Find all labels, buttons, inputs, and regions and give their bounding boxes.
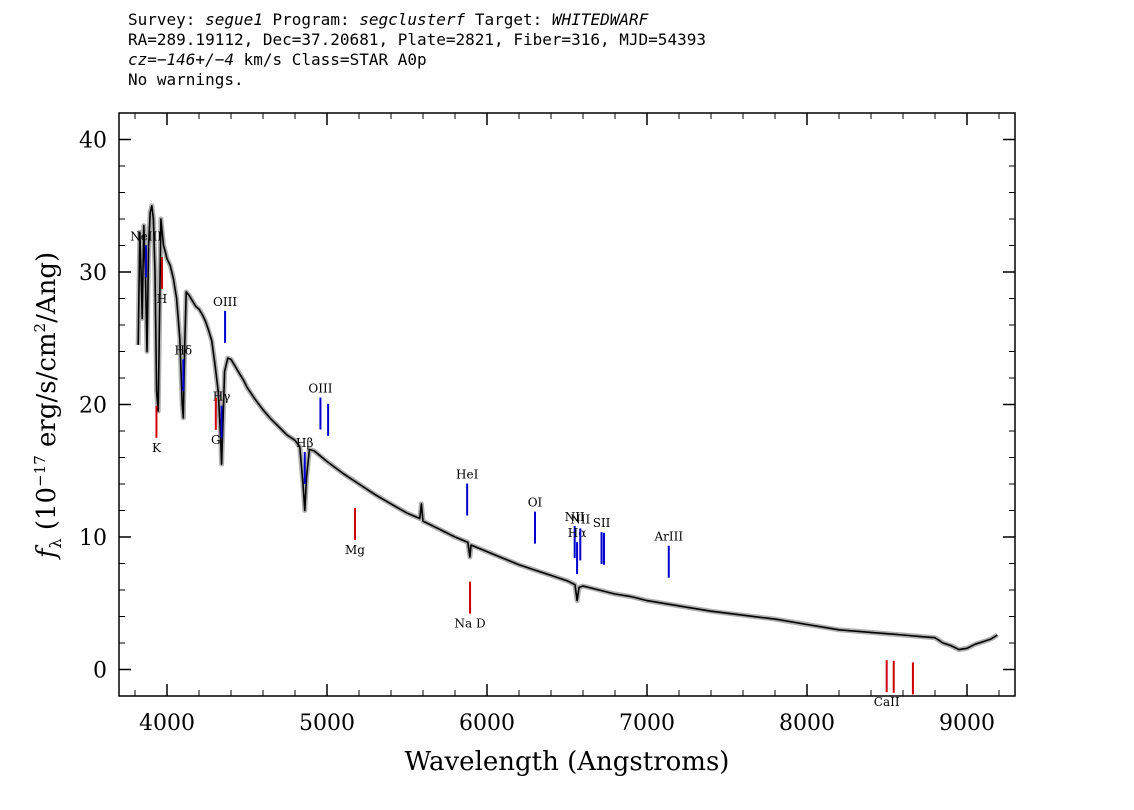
absorption-line-label: G [211, 433, 221, 447]
emission-line-label: ArIII [653, 530, 683, 544]
emission-line-label: OIII [213, 295, 237, 309]
axes: 4000 5000 6000 7000 8000 9000 0 10 20 30 40 [79, 112, 1015, 736]
target-value: WHITEDWARF [551, 10, 649, 29]
emission-line-label: NII [570, 512, 590, 526]
emission-line-label: SII [593, 516, 611, 530]
emission-line-label: Hβ [296, 436, 313, 450]
x-tick-label: 8000 [779, 711, 835, 736]
x-tick-label: 9000 [939, 711, 995, 736]
program-label: Program: [272, 10, 350, 29]
y-tick-label: 40 [79, 129, 107, 154]
emission-line-label: Hα [568, 526, 587, 540]
y-axis-title: fλ (10−17 erg/s/cm2/Ang) [31, 252, 65, 560]
error-band [135, 203, 999, 653]
cz-value: cz=−146+/−4 [128, 50, 234, 69]
plot-frame [118, 112, 1016, 697]
y-tick-label: 0 [93, 659, 107, 684]
x-tick-label: 4000 [139, 711, 195, 736]
x-tick-label: 6000 [459, 711, 515, 736]
svg-text:fλ (10−17 erg/s/cm2/Ang): fλ (10−17 erg/s/cm2/Ang) [31, 252, 65, 560]
absorption-line-label: Mg [345, 543, 365, 557]
emission-line-label: OI [528, 496, 543, 510]
absorption-line-label: K [152, 441, 162, 455]
survey-value: segue1 [205, 10, 263, 29]
header-line-warnings: No warnings. [128, 70, 244, 89]
y-tick-label: 20 [79, 394, 107, 419]
target-label: Target: [474, 10, 543, 29]
header-line-survey: Survey: segue1 Program: segclusterf Targ… [128, 10, 706, 30]
absorption-line-label: Na D [454, 617, 485, 631]
program-value: segclusterf [359, 10, 466, 29]
emission-line-label: NII [565, 510, 585, 524]
x-tick-label: 5000 [299, 711, 355, 736]
x-axis-title: Wavelength (Angstroms) [405, 747, 730, 777]
spectrum-series [137, 205, 998, 651]
absorption-line-label: H [157, 292, 167, 306]
y-tick-label: 30 [79, 261, 107, 286]
emission-line-label: Hγ [213, 390, 231, 404]
emission-line-label: OIII [308, 382, 332, 396]
spectrum-error-band [135, 203, 999, 653]
header-line-redshift: cz=−146+/−4 km/s Class=STAR A0p [128, 50, 706, 70]
header-line-coordinates: RA=289.19112, Dec=37.20681, Plate=2821, … [128, 30, 706, 49]
spectrum-header: Survey: segue1 Program: segclusterf Targ… [128, 10, 706, 90]
class-value: km/s Class=STAR A0p [233, 50, 427, 69]
emission-line-label: HeI [456, 468, 479, 482]
y-tick-label: 10 [79, 526, 107, 551]
absorption-line-label: CaII [874, 695, 900, 709]
x-tick-label: 7000 [619, 711, 675, 736]
emission-line-label: Hδ [174, 343, 192, 357]
emission-line-label: NeIII [130, 229, 162, 243]
survey-label: Survey: [128, 10, 196, 29]
spectrum-line [137, 205, 998, 651]
